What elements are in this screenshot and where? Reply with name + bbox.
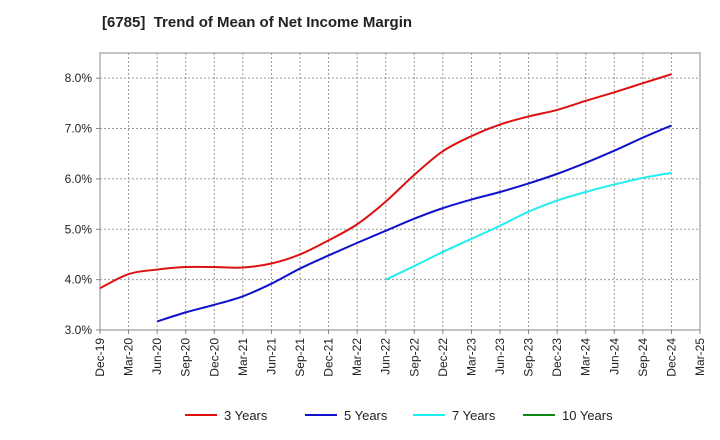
- x-tick-label: Dec-21: [322, 338, 336, 377]
- x-tick-label: Sep-20: [179, 338, 193, 377]
- x-tick-label: Jun-24: [607, 338, 621, 375]
- x-tick-label: Dec-23: [550, 338, 564, 377]
- series-lines: [99, 73, 672, 323]
- x-tick-label: Dec-24: [664, 338, 678, 377]
- legend: 3 Years 5 Years 7 Years 10 Years: [185, 408, 613, 423]
- y-tick-label: 6.0%: [65, 172, 93, 186]
- x-tick-label: Jun-20: [150, 338, 164, 375]
- y-tick-label: 8.0%: [65, 71, 93, 85]
- legend-label: 5 Years: [344, 408, 388, 423]
- series-line-7-years: [385, 171, 672, 281]
- y-tick-label: 7.0%: [65, 122, 93, 136]
- x-tick-label: Jun-21: [264, 338, 278, 375]
- y-tick-label: 5.0%: [65, 222, 93, 236]
- x-tick-label: Sep-22: [407, 338, 421, 377]
- legend-label: 3 Years: [224, 408, 268, 423]
- series-line-5-years: [156, 124, 672, 323]
- x-tick-label: Jun-23: [493, 338, 507, 375]
- x-tick-label: Dec-22: [436, 338, 450, 377]
- x-tick-label: Mar-21: [236, 338, 250, 376]
- series-line-3-years: [99, 73, 672, 290]
- legend-label: 7 Years: [452, 408, 496, 423]
- x-tick-label: Jun-22: [379, 338, 393, 375]
- y-tick-label: 3.0%: [65, 323, 93, 337]
- y-axis-ticks: 3.0% 4.0% 5.0% 6.0% 7.0% 8.0%: [65, 71, 100, 337]
- y-tick-label: 4.0%: [65, 273, 93, 287]
- x-axis-ticks: Dec-19 Mar-20 Jun-20 Sep-20 Dec-20 Mar-21 Jun-…: [93, 330, 707, 377]
- x-tick-label: Sep-23: [522, 338, 536, 377]
- legend-label: 10 Years: [562, 408, 613, 423]
- x-tick-label: Sep-21: [293, 338, 307, 377]
- x-tick-label: Mar-23: [464, 338, 478, 376]
- x-tick-label: Dec-20: [207, 338, 221, 377]
- x-tick-label: Sep-24: [636, 338, 650, 377]
- x-tick-label: Mar-22: [350, 338, 364, 376]
- x-tick-label: Dec-19: [93, 338, 107, 377]
- plot-area-frame: [99, 52, 701, 331]
- x-tick-label: Mar-24: [579, 338, 593, 376]
- chart-title: [6785] Trend of Mean of Net Income Margi…: [102, 14, 413, 31]
- x-tick-label: Mar-25: [693, 338, 707, 376]
- x-tick-label: Mar-20: [122, 338, 136, 376]
